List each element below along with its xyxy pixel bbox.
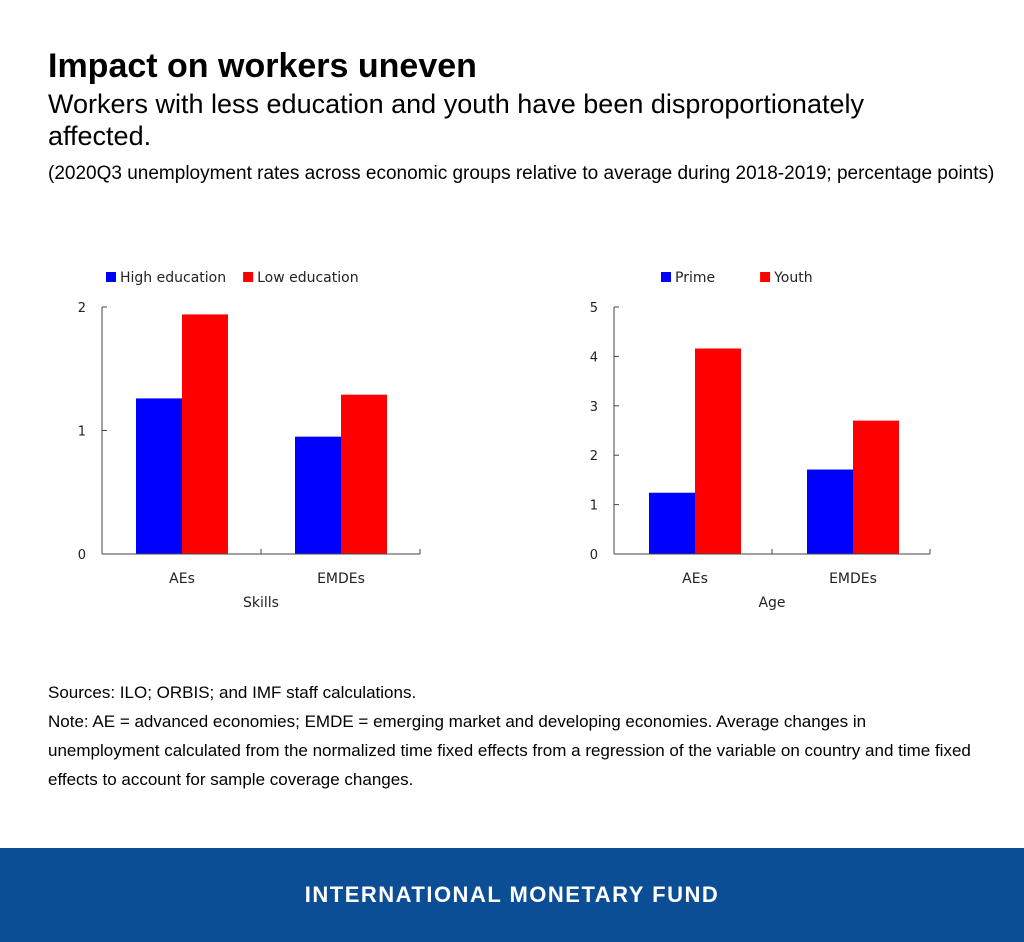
bar-aes-high-education bbox=[136, 398, 182, 554]
chart-subtitle: Workers with less education and youth ha… bbox=[48, 89, 864, 151]
bar-aes-youth bbox=[695, 348, 741, 554]
y-tick-label: 0 bbox=[78, 548, 86, 563]
chart-panel-1: High education Low education 0 1 2 AEs EMDEs Sk… bbox=[78, 270, 421, 611]
legend-swatch-1 bbox=[661, 272, 671, 282]
y-tick-label: 2 bbox=[78, 301, 86, 316]
legend-swatch-1 bbox=[106, 272, 116, 282]
legend-label-1: Prime bbox=[675, 270, 715, 286]
footnotes: Sources: ILO; ORBIS; and IMF staff calcu… bbox=[48, 678, 978, 794]
x-category-label: EMDEs bbox=[829, 571, 877, 587]
bar-emdes-youth bbox=[853, 420, 899, 554]
charts-svg: High education Low education 0 1 2 AEs EMDEs Sk… bbox=[78, 270, 931, 611]
footer-banner: INTERNATIONAL MONETARY FUND bbox=[0, 848, 1024, 942]
bar-charts: High education Low education 0 1 2 AEs EMDEs Sk… bbox=[0, 255, 1024, 625]
y-tick-label: 5 bbox=[590, 301, 598, 316]
legend-label-1: High education bbox=[120, 270, 226, 286]
sources-text: Sources: ILO; ORBIS; and IMF staff calcu… bbox=[48, 683, 417, 702]
y-tick-label: 2 bbox=[590, 449, 598, 464]
x-category-label: AEs bbox=[682, 571, 708, 587]
y-tick-label: 1 bbox=[78, 425, 86, 440]
y-tick-label: 0 bbox=[590, 548, 598, 563]
y-tick-label: 1 bbox=[590, 499, 598, 514]
chart-title: Impact on workers uneven bbox=[48, 47, 477, 85]
legend-label-2: Low education bbox=[257, 270, 359, 286]
x-category-label: EMDEs bbox=[317, 571, 365, 587]
bar-aes-low-education bbox=[182, 314, 228, 554]
bar-emdes-prime bbox=[807, 469, 853, 554]
bar-emdes-low-education bbox=[341, 394, 387, 554]
y-tick-label: 3 bbox=[590, 400, 598, 415]
legend-swatch-2 bbox=[760, 272, 771, 282]
footer-org-name: INTERNATIONAL MONETARY FUND bbox=[304, 882, 720, 907]
units-note: (2020Q3 unemployment rates across econom… bbox=[48, 163, 995, 184]
legend-label-2: Youth bbox=[773, 270, 813, 286]
chart-panel-2: Prime Youth 0 1 2 3 4 5 AEs EMDEs Age bbox=[590, 270, 931, 611]
x-category-label: AEs bbox=[169, 571, 195, 587]
bar-aes-prime bbox=[649, 492, 695, 554]
y-tick-label: 4 bbox=[590, 350, 598, 365]
note-text: Note: AE = advanced economies; EMDE = em… bbox=[48, 712, 971, 789]
legend-swatch-2 bbox=[243, 272, 254, 282]
x-axis-title: Age bbox=[758, 595, 785, 611]
bar-emdes-high-education bbox=[295, 436, 341, 554]
x-axis-title: Skills bbox=[243, 595, 279, 611]
